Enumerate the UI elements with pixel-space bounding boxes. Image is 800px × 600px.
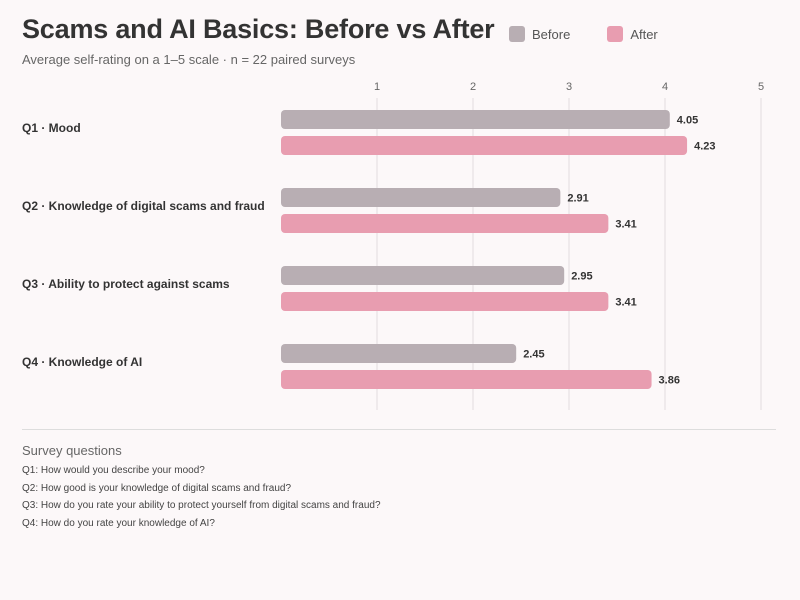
category-label: Q1 · Mood <box>22 121 81 135</box>
category-label: Q2 · Knowledge of digital scams and frau… <box>22 199 265 213</box>
category-label: Q3 · Ability to protect against scams <box>22 277 230 291</box>
survey-question-q4: Q4: How do you rate your knowledge of AI… <box>22 517 215 529</box>
bar-before <box>281 344 517 363</box>
value-label: 3.86 <box>659 375 680 387</box>
bar-after <box>281 292 609 311</box>
bar-before <box>281 110 670 129</box>
legend-swatch-before <box>509 26 525 42</box>
section-divider <box>22 429 776 430</box>
value-label: 2.45 <box>523 349 544 361</box>
x-tick-label: 4 <box>662 81 668 93</box>
legend-label-before: Before <box>532 26 571 42</box>
value-label: 4.05 <box>677 115 698 127</box>
legend-label-after: After <box>630 26 658 42</box>
value-label: 2.91 <box>567 193 588 205</box>
legend-item-after: After <box>607 26 658 42</box>
survey-question-q1: Q1: How would you describe your mood? <box>22 465 205 476</box>
legend-swatch-after <box>607 26 624 42</box>
bar-after <box>281 214 609 233</box>
x-tick-label: 1 <box>374 81 380 93</box>
chart-title: Scams and AI Basics: Before vs After <box>22 14 495 44</box>
x-tick-label: 2 <box>470 81 476 93</box>
survey-questions-heading: Survey questions <box>22 443 122 458</box>
survey-question-q3: Q3: How do you rate your ability to prot… <box>22 500 381 511</box>
bar-chart: 1 2 3 4 5 Q1 · Mood 4.05 4.23 Q2 · Knowledge of … <box>22 81 764 410</box>
bar-after <box>281 370 652 389</box>
value-label: 3.41 <box>615 297 636 309</box>
value-label: 2.95 <box>571 271 592 283</box>
bar-before <box>281 188 561 207</box>
legend: Before After <box>509 26 695 42</box>
bar-after <box>281 136 688 155</box>
category-label: Q4 · Knowledge of AI <box>22 355 142 369</box>
value-label: 3.41 <box>615 219 636 231</box>
x-tick-label: 3 <box>566 81 572 93</box>
survey-question-q2: Q2: How good is your knowledge of digita… <box>22 482 292 494</box>
bar-before <box>281 266 565 285</box>
chart-subtitle: Average self-rating on a 1–5 scale · n =… <box>22 52 356 67</box>
x-tick-label: 5 <box>758 81 764 93</box>
value-label: 4.23 <box>694 141 715 153</box>
survey-questions-list: Q1: How would you describe your mood? Q2… <box>22 465 381 535</box>
legend-item-before: Before <box>509 26 570 42</box>
